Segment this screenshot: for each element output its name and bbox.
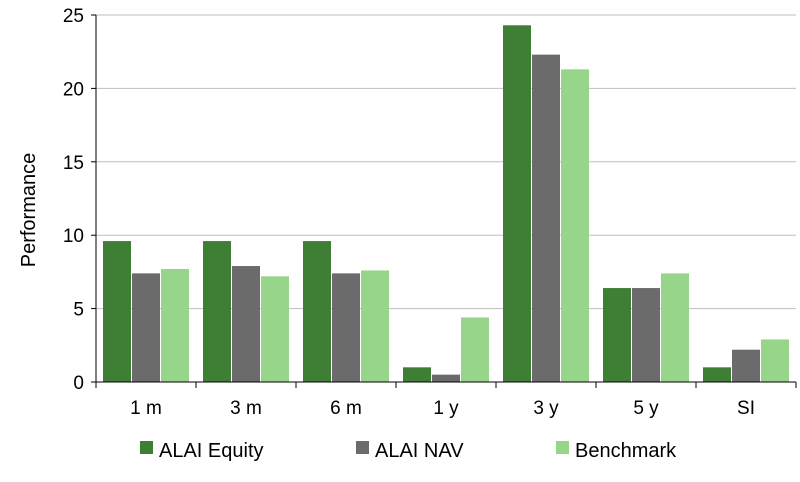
bar-benchmark: [561, 69, 589, 382]
gridlines: [96, 14, 796, 310]
y-tick-label: 10: [63, 226, 84, 247]
bar-alai-equity: [303, 241, 331, 382]
bar-alai-equity: [503, 25, 531, 382]
bar-benchmark: [161, 268, 189, 382]
legend-swatch: [356, 441, 369, 454]
bar-benchmark: [661, 273, 689, 382]
legend-swatch: [556, 441, 569, 454]
x-tick-label: 1 y: [433, 398, 459, 419]
bar-alai-nav: [432, 374, 460, 382]
bar-series: [103, 25, 789, 383]
bar-alai-nav: [732, 349, 760, 382]
bar-alai-equity: [403, 367, 431, 382]
axes: [91, 14, 797, 388]
bar-alai-equity: [103, 241, 131, 382]
legend-label: ALAI NAV: [375, 440, 464, 462]
y-tick-label: 25: [63, 6, 84, 27]
x-tick-labels: 1 m 3 m 6 m 1 y 3 y 5 y SI: [130, 398, 755, 419]
bar-alai-equity: [603, 288, 631, 382]
bar-alai-nav: [632, 288, 660, 382]
y-tick-labels: 0 5 10 15 20 25: [63, 6, 84, 394]
bar-benchmark: [761, 339, 789, 382]
legend-swatch: [140, 441, 153, 454]
y-tick-label: 5: [73, 300, 84, 321]
y-tick-label: 20: [63, 79, 84, 100]
legend: ALAI Equity ALAI NAV Benchmark: [140, 440, 677, 462]
x-tick-label: 3 m: [230, 398, 262, 419]
legend-label: ALAI Equity: [159, 440, 264, 462]
x-tick-label: 1 m: [130, 398, 162, 419]
y-axis-title: Performance: [18, 153, 40, 268]
bar-alai-nav: [132, 273, 160, 382]
x-tick-label: SI: [737, 398, 755, 419]
bar-alai-nav: [332, 273, 360, 382]
bar-benchmark: [261, 276, 289, 382]
bar-benchmark: [361, 270, 389, 382]
y-tick-label: 15: [63, 153, 84, 174]
x-tick-label: 3 y: [533, 398, 559, 419]
bar-alai-equity: [203, 241, 231, 382]
bar-alai-equity: [703, 367, 731, 382]
bar-alai-nav: [532, 54, 560, 383]
x-tick-label: 6 m: [330, 398, 362, 419]
legend-label: Benchmark: [575, 440, 677, 462]
bar-alai-nav: [232, 266, 260, 382]
x-tick-label: 5 y: [633, 398, 659, 419]
y-tick-label: 0: [73, 373, 84, 394]
bar-benchmark: [461, 317, 489, 382]
